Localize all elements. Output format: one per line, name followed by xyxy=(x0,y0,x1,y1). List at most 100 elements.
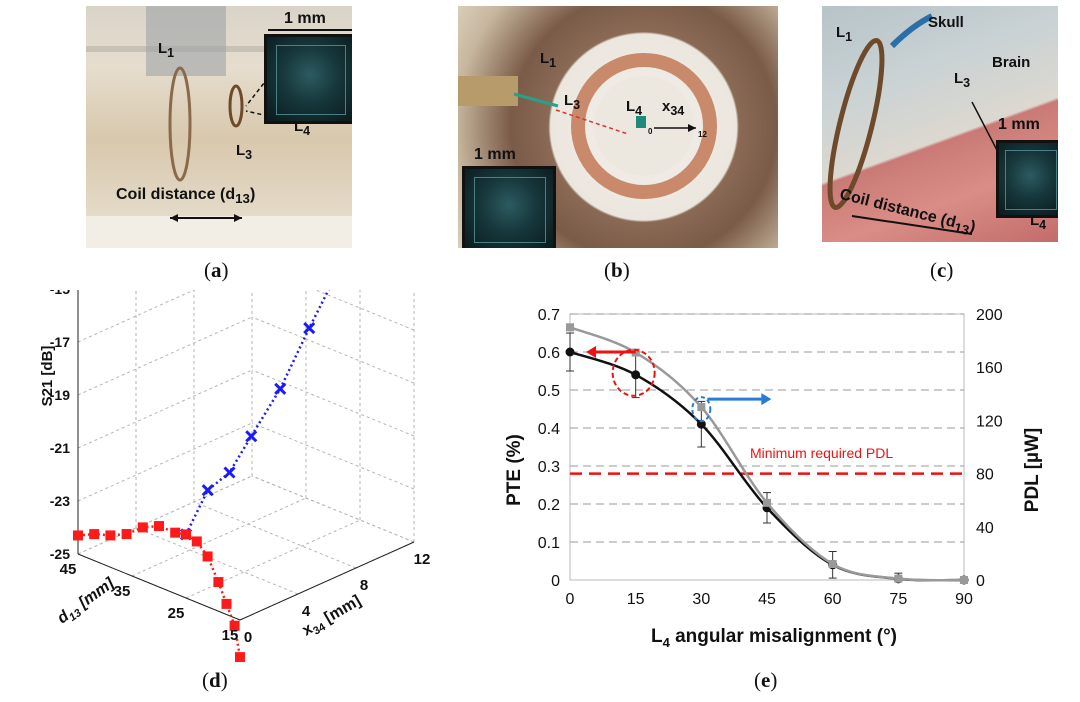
y-tick-label: 25 xyxy=(168,605,185,622)
chart-e-ticks: 0 0.1 0.2 0.3 0.4 0.5 0.6 0.7 0 40 80 120 160 200 0 15 3… xyxy=(538,307,1003,608)
x-tick-label: 30 xyxy=(692,591,710,608)
chart-d-grid xyxy=(77,290,415,621)
y-tick-label: 35 xyxy=(114,583,131,600)
grid-line xyxy=(77,475,253,555)
label-l1-a: L1 xyxy=(158,40,175,60)
data-point-square-marker xyxy=(137,522,148,533)
grid-line xyxy=(77,290,196,343)
data-point-square-marker xyxy=(202,551,213,562)
axis-line xyxy=(239,541,415,621)
chart-e-y2label: PDL [µW] xyxy=(1022,428,1043,512)
x-tick-label: 0 xyxy=(244,629,252,646)
data-point-square-marker xyxy=(181,529,191,540)
panel-tag-b: (b) xyxy=(604,258,630,282)
data-point xyxy=(828,560,837,569)
x-tick-label: 12 xyxy=(414,551,431,568)
data-point xyxy=(960,576,968,584)
x-tick-label: 15 xyxy=(627,591,645,608)
label-brain: Brain xyxy=(992,54,1031,71)
x-tick-label: 75 xyxy=(889,591,907,608)
data-point-x-marker xyxy=(201,484,214,497)
grid-line xyxy=(135,527,299,595)
grid-line xyxy=(251,369,415,437)
z-tick-label: -19 xyxy=(50,387,70,403)
data-point xyxy=(565,347,575,357)
chart-d-zlabel: S21 [dB] xyxy=(39,346,56,407)
label-l3-c: L3 xyxy=(954,70,971,90)
axis-line xyxy=(77,553,241,621)
y2-tick-label: 160 xyxy=(976,360,1003,377)
label-l1-c: L1 xyxy=(836,24,853,44)
data-point xyxy=(631,370,641,380)
pdl-highlight-circle xyxy=(691,396,712,423)
data-point xyxy=(631,348,640,357)
y-tick-label: 0 xyxy=(551,573,560,590)
y-tick-label: 0.6 xyxy=(538,345,560,362)
data-point xyxy=(696,419,706,429)
label-l4-b: L4 xyxy=(626,98,643,118)
data-point-square-marker xyxy=(121,529,132,540)
grid-line xyxy=(251,475,415,543)
y-tick-label: 0.1 xyxy=(538,535,560,552)
y-tick-label: 0.3 xyxy=(538,459,560,476)
chart-e-series xyxy=(565,323,969,585)
y-tick-label: 0.2 xyxy=(538,497,560,514)
scale-label-b: 1 mm xyxy=(474,146,516,163)
photo-a-drawing xyxy=(86,6,352,248)
grid-line xyxy=(314,290,415,331)
x-tick-label: 90 xyxy=(955,591,973,608)
photo-b-drawing xyxy=(458,53,717,199)
y-tick-label: 0.5 xyxy=(538,383,560,400)
y-tick-label: 0.7 xyxy=(538,307,560,324)
x-tick-label: 8 xyxy=(360,577,368,594)
y-tick-label: 45 xyxy=(60,561,77,578)
data-point-square-marker xyxy=(105,530,116,541)
data-point-x-marker xyxy=(223,466,236,479)
label-skull: Skull xyxy=(928,14,964,31)
label-l3-b: L3 xyxy=(564,92,581,112)
panel-tag-a: (a) xyxy=(204,258,229,282)
chart-e-xlabel: L4 angular misalignment (°) xyxy=(651,626,897,650)
z-tick-label: -17 xyxy=(50,334,70,350)
grid-line xyxy=(77,316,253,396)
data-point-square-marker xyxy=(221,598,232,609)
pte-arrowhead xyxy=(586,346,596,358)
chart-d-series xyxy=(73,290,330,662)
scale-label-a: 1 mm xyxy=(284,10,326,27)
z-tick-label: -15 xyxy=(50,290,70,297)
data-point xyxy=(697,403,706,412)
tick-0-b: 0 xyxy=(648,127,653,136)
grid-line xyxy=(193,501,357,569)
data-point xyxy=(894,574,903,583)
y2-tick-label: 40 xyxy=(976,520,994,537)
label-l1-b: L1 xyxy=(540,50,557,70)
scale-label-c: 1 mm xyxy=(998,116,1040,133)
data-point-square-marker xyxy=(191,536,202,547)
z-tick-label: -23 xyxy=(50,493,70,509)
y-tick-label: 15 xyxy=(222,627,239,644)
x-tick-label: 60 xyxy=(824,591,842,608)
x-tick-label: 45 xyxy=(758,591,776,608)
data-point xyxy=(763,498,771,507)
coil-distance-label-a: Coil distance (d13) xyxy=(116,186,256,207)
y-tick-label: 0.4 xyxy=(538,421,560,438)
data-point-x-marker xyxy=(303,322,316,335)
data-point-square-marker xyxy=(213,577,224,588)
chip-inset-b xyxy=(462,166,556,248)
grid-line xyxy=(251,316,415,384)
label-l4-a: L4 xyxy=(294,118,311,138)
photo-panel-c: L1 L3 L4 Skull Brain 1 mm Coil distance … xyxy=(822,6,1058,242)
x-tick-label: 4 xyxy=(302,603,311,620)
data-point-square-marker xyxy=(229,620,240,631)
chart-d-ticks: -15 -17 -19 -21 -23 -25 0 4 8 12 45 35 25 15 xyxy=(50,290,431,646)
panel-tag-c: (c) xyxy=(930,258,954,282)
y2-tick-label: 80 xyxy=(976,467,994,484)
label-l3-a: L3 xyxy=(236,142,253,162)
panel-tag-e: (e) xyxy=(754,668,778,692)
data-point-square-marker xyxy=(89,529,100,540)
data-point xyxy=(566,323,574,332)
grid-line xyxy=(131,497,307,577)
chart-e-ylabel: PTE (%) xyxy=(504,434,525,506)
pte-highlight-circle xyxy=(611,348,656,397)
data-point-square-marker xyxy=(170,527,181,538)
